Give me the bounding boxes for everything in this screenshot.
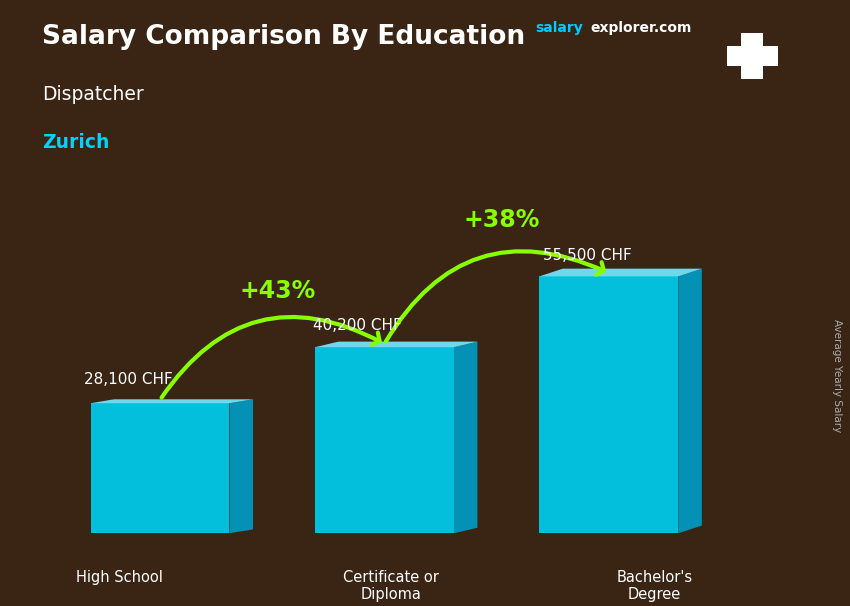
Text: Zurich: Zurich <box>42 133 110 152</box>
Text: 28,100 CHF: 28,100 CHF <box>83 372 173 387</box>
Text: Bachelor's
Degree: Bachelor's Degree <box>616 570 693 602</box>
Polygon shape <box>540 268 702 276</box>
Text: Certificate or
Diploma: Certificate or Diploma <box>343 570 439 602</box>
Text: salary: salary <box>536 21 583 35</box>
Text: 40,200 CHF: 40,200 CHF <box>314 318 402 333</box>
Polygon shape <box>315 342 478 347</box>
Polygon shape <box>91 403 230 533</box>
Polygon shape <box>91 399 253 403</box>
Polygon shape <box>727 33 778 79</box>
Polygon shape <box>678 268 702 533</box>
Polygon shape <box>315 347 454 533</box>
Polygon shape <box>540 276 678 533</box>
Text: 55,500 CHF: 55,500 CHF <box>543 248 632 264</box>
Text: Dispatcher: Dispatcher <box>42 85 144 104</box>
Text: +38%: +38% <box>464 208 540 231</box>
Text: Average Yearly Salary: Average Yearly Salary <box>832 319 842 432</box>
Polygon shape <box>230 399 253 533</box>
Text: High School: High School <box>76 570 162 585</box>
Text: explorer.com: explorer.com <box>591 21 692 35</box>
Polygon shape <box>454 342 478 533</box>
Text: Salary Comparison By Education: Salary Comparison By Education <box>42 24 525 50</box>
Text: +43%: +43% <box>240 279 315 302</box>
